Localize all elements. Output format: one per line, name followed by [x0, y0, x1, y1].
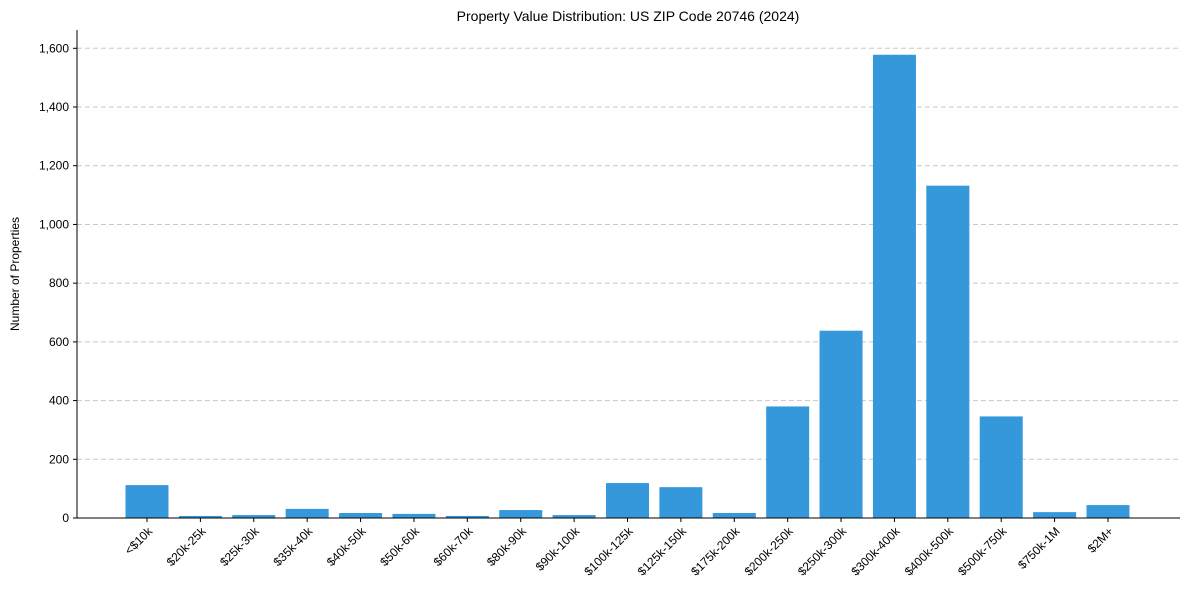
- y-tick-label: 0: [62, 511, 69, 525]
- x-tick-label: $20k-25k: [164, 524, 210, 570]
- bar: [552, 515, 596, 518]
- x-tick-label: $35k-40k: [270, 524, 316, 570]
- x-tick-label: $175k-200k: [688, 524, 743, 579]
- bar: [659, 487, 703, 518]
- bar: [819, 330, 863, 518]
- bar: [606, 483, 649, 518]
- x-tick-label: <$10k: [122, 524, 156, 558]
- y-tick-label: 1,600: [39, 41, 69, 55]
- bar: [1086, 505, 1130, 518]
- bar: [926, 185, 970, 518]
- bar: [285, 508, 329, 518]
- x-tick-label: $40k-50k: [324, 524, 370, 570]
- bar: [499, 510, 543, 518]
- bar: [712, 513, 756, 518]
- bar: [979, 416, 1023, 518]
- x-tick-label: $60k-70k: [431, 524, 477, 570]
- y-tick-label: 400: [49, 394, 69, 408]
- y-tick-label: 1,400: [39, 100, 69, 114]
- bar: [872, 54, 916, 519]
- y-tick-label: 1,200: [39, 159, 69, 173]
- x-tick-label: $25k-30k: [217, 524, 263, 570]
- y-tick-label: 800: [49, 276, 69, 290]
- y-tick-label: 600: [49, 335, 69, 349]
- bar: [339, 513, 383, 518]
- x-tick-label: $200k-250k: [742, 524, 797, 579]
- x-tick-label: $80k-90k: [484, 524, 530, 570]
- bar: [178, 515, 222, 518]
- x-tick-label: $2M+: [1085, 524, 1116, 555]
- bar: [392, 513, 436, 518]
- x-tick-label: $90k-100k: [533, 524, 583, 574]
- bar: [232, 515, 276, 518]
- x-tick-label: $300k-400k: [848, 524, 903, 579]
- bar: [445, 515, 489, 518]
- bar: [1033, 512, 1077, 518]
- x-tick-label: $100k-125k: [581, 524, 636, 579]
- y-axis-label: Number of Properties: [8, 217, 22, 331]
- x-tick-label: $400k-500k: [902, 524, 957, 579]
- x-tick-label: $500k-750k: [955, 524, 1010, 579]
- bar: [766, 406, 810, 518]
- y-tick-label: 1,000: [39, 217, 69, 231]
- y-tick-label: 200: [49, 452, 69, 466]
- x-tick-label: $50k-60k: [377, 524, 423, 570]
- chart-title: Property Value Distribution: US ZIP Code…: [457, 8, 800, 24]
- x-tick-label: $125k-150k: [635, 524, 690, 579]
- x-tick-label: $750k-1M: [1015, 524, 1063, 572]
- x-tick-label: $250k-300k: [795, 524, 850, 579]
- bar: [125, 485, 169, 518]
